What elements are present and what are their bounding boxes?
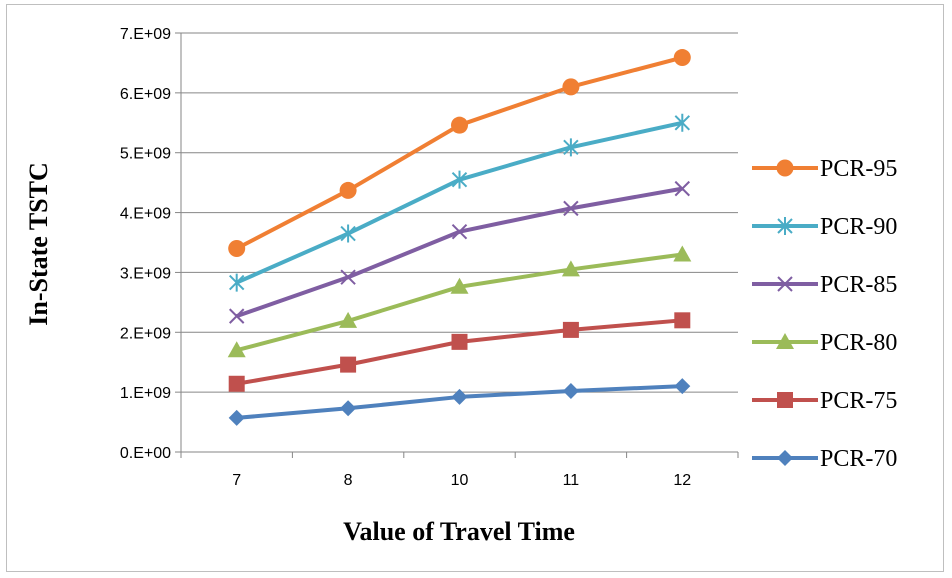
- data-point: [228, 375, 245, 392]
- y-axis-ticks: 0.E+00 1.E+09 2.E+09 3.E+09 4.E+09 5.E+09 6.E+…: [120, 26, 181, 462]
- data-point: [450, 277, 469, 294]
- legend-label: PCR-90: [820, 214, 897, 240]
- data-point: [562, 78, 580, 96]
- legend-item: PCR-80: [752, 330, 897, 356]
- data-point: [340, 400, 357, 417]
- series-pcr-90: [228, 113, 691, 292]
- series-line: [235, 120, 683, 285]
- series-pcr-70: [228, 378, 691, 426]
- x-tick-label: 12: [673, 472, 691, 489]
- legend-item: PCR-85: [752, 272, 897, 298]
- y-tick-label: 7.E+09: [120, 26, 171, 43]
- data-point: [561, 260, 580, 277]
- data-point: [563, 200, 579, 217]
- series-line: [236, 318, 683, 386]
- legend-marker: [777, 450, 793, 466]
- x-tick-label: 8: [344, 472, 353, 489]
- data-point: [340, 224, 356, 243]
- gridlines: [181, 32, 738, 393]
- data-point: [340, 356, 357, 373]
- data-point: [562, 321, 579, 338]
- legend-label: PCR-95: [820, 156, 897, 182]
- data-point: [228, 239, 246, 257]
- legend-item: PCR-95: [752, 156, 897, 182]
- data-point: [339, 181, 357, 199]
- data-point: [674, 378, 691, 395]
- series-pcr-85: [228, 180, 691, 324]
- y-tick-label: 1.E+09: [120, 385, 171, 402]
- y-tick-label: 3.E+09: [120, 265, 171, 282]
- legend-label: PCR-85: [820, 272, 897, 298]
- series-pcr-75: [228, 312, 691, 392]
- data-point: [339, 311, 358, 328]
- y-axis-title: In-State TSTC: [24, 162, 53, 326]
- x-tick-label: 7: [232, 472, 241, 489]
- data-point: [227, 341, 246, 358]
- data-point: [674, 113, 691, 132]
- y-tick-label: 0.E+00: [120, 445, 171, 462]
- x-tick-label: 11: [563, 472, 580, 489]
- data-point: [228, 409, 245, 426]
- data-point: [340, 269, 356, 285]
- legend-marker: [777, 276, 793, 292]
- legend-label: PCR-70: [820, 446, 897, 472]
- data-point: [228, 273, 245, 292]
- legend-label: PCR-75: [820, 388, 897, 414]
- data-point: [228, 308, 245, 324]
- legend-marker: [777, 392, 793, 408]
- x-axis-title: Value of Travel Time: [343, 517, 575, 546]
- legend-item: PCR-90: [752, 214, 897, 240]
- data-point: [562, 382, 579, 399]
- legend: PCR-95 PCR-90 PCR-85 PCR-80 PCR-75 PCR-70: [752, 156, 897, 472]
- y-tick-label: 5.E+09: [120, 146, 171, 163]
- series-pcr-95: [228, 49, 691, 257]
- series-pcr-80: [227, 245, 692, 358]
- x-axis-ticks: 7 8 10 11 12: [180, 452, 739, 489]
- data-point: [451, 388, 468, 405]
- legend-item: PCR-70: [752, 446, 897, 472]
- y-tick-label: 6.E+09: [120, 86, 171, 103]
- data-point: [451, 170, 468, 189]
- y-tick-label: 2.E+09: [120, 325, 171, 342]
- data-point: [451, 224, 468, 240]
- data-point: [673, 245, 692, 262]
- x-tick-label: 10: [451, 472, 469, 489]
- legend-label: PCR-80: [820, 330, 897, 356]
- legend-marker: [776, 159, 794, 177]
- legend-marker: [777, 217, 793, 235]
- y-tick-label: 4.E+09: [120, 206, 171, 223]
- data-point: [451, 333, 468, 350]
- legend-item: PCR-75: [752, 388, 897, 414]
- data-point: [674, 312, 691, 329]
- data-point: [673, 49, 691, 67]
- legend-marker: [776, 333, 794, 349]
- data-point: [451, 116, 468, 134]
- data-point: [563, 138, 579, 157]
- data-point: [674, 180, 691, 197]
- plot-series: [227, 49, 692, 426]
- axes: [180, 33, 738, 453]
